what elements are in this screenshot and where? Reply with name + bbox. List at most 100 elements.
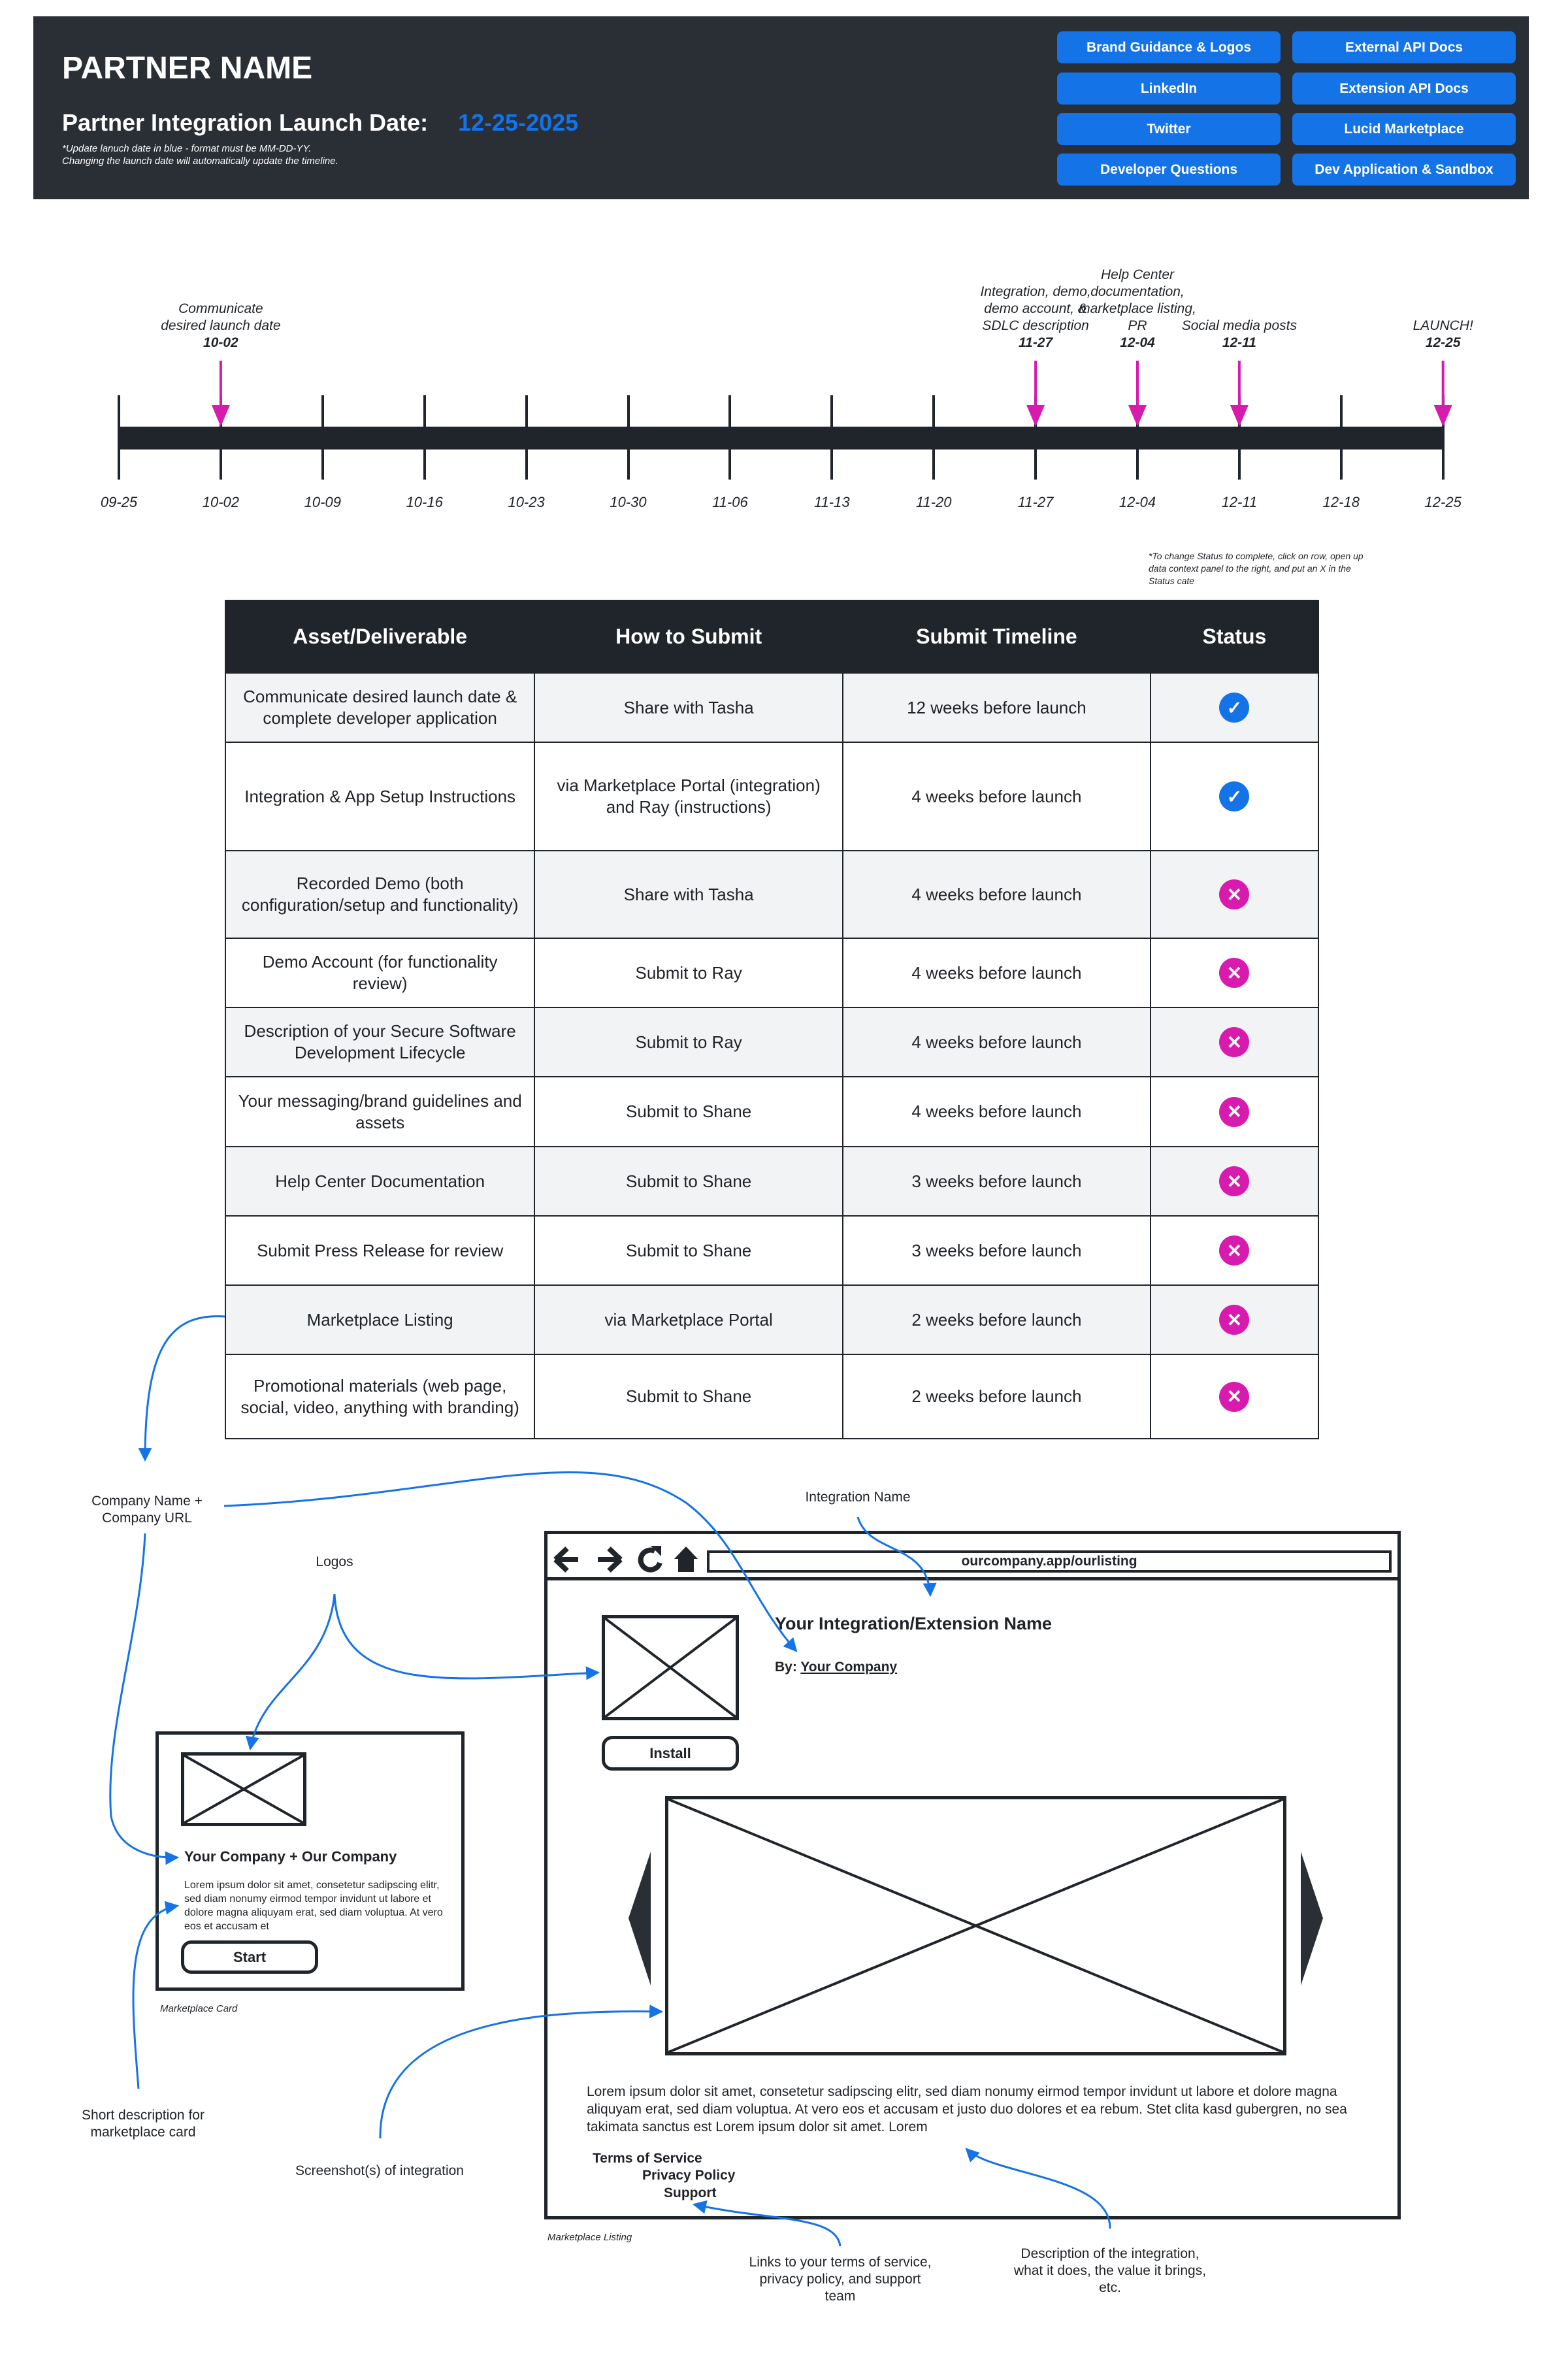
- cell-asset: Help Center Documentation: [224, 1146, 536, 1217]
- table-row[interactable]: Promotional materials (web page, social,…: [224, 1354, 1320, 1439]
- cell-timeline: 2 weeks before launch: [842, 1284, 1151, 1355]
- launch-note-1: *Update lanuch date in blue - format mus…: [62, 143, 312, 154]
- milestone-text: Communicate desired launch date: [161, 301, 281, 333]
- cell-how: Submit to Shane: [534, 1146, 843, 1217]
- milestone-arrow-icon: [1128, 361, 1147, 427]
- install-button[interactable]: Install: [602, 1736, 739, 1771]
- annotation-short-description: Short description for marketplace card: [82, 2108, 204, 2140]
- table-row[interactable]: Marketplace Listing via Marketplace Porta…: [224, 1284, 1320, 1355]
- listing-description: Lorem ipsum dolor sit amet, consetetur s…: [587, 2084, 1347, 2134]
- annotation-screenshots: Screenshot(s) of integration: [295, 2163, 464, 2178]
- cell-asset: Description of your Secure Software Deve…: [224, 1007, 536, 1077]
- cell-asset: Recorded Demo (both configuration/setup …: [224, 850, 536, 939]
- milestone-date: 12-04: [1120, 335, 1155, 350]
- x-circle-icon[interactable]: ✕: [1219, 1381, 1250, 1412]
- cell-how: Submit to Ray: [534, 1007, 843, 1077]
- table-row[interactable]: Your messaging/brand guidelines and asse…: [224, 1076, 1320, 1147]
- annotation-integration-name: Integration Name: [805, 1490, 911, 1505]
- x-circle-icon[interactable]: ✕: [1219, 1166, 1250, 1196]
- check-circle-icon[interactable]: ✓: [1219, 781, 1250, 811]
- timeline-tick: [830, 395, 834, 480]
- milestone-label: Help Center documentation, marketplace l…: [1075, 267, 1200, 352]
- cell-timeline: 12 weeks before launch: [842, 672, 1151, 743]
- launch-date-value[interactable]: 12-25-2025: [458, 109, 579, 136]
- cell-status[interactable]: ✕: [1149, 1007, 1320, 1077]
- table-row[interactable]: Description of your Secure Software Deve…: [224, 1007, 1320, 1077]
- linkedin-button[interactable]: LinkedIn: [1057, 73, 1281, 105]
- table-row[interactable]: Integration & App Setup Instructions via …: [224, 742, 1320, 851]
- support-link[interactable]: Support: [664, 2185, 717, 2200]
- timeline-tick: [1237, 395, 1241, 480]
- milestone-text: LAUNCH!: [1413, 318, 1473, 333]
- x-circle-icon[interactable]: ✕: [1219, 879, 1250, 909]
- extension-api-docs-button[interactable]: Extension API Docs: [1292, 73, 1516, 105]
- cell-status[interactable]: ✓: [1149, 672, 1320, 743]
- twitter-button[interactable]: Twitter: [1057, 113, 1281, 145]
- start-button[interactable]: Start: [181, 1940, 318, 1974]
- cell-status[interactable]: ✕: [1149, 938, 1320, 1008]
- timeline-tick: [1441, 395, 1445, 480]
- partner-name: PARTNER NAME: [62, 51, 313, 86]
- timeline-tick-label: 12-11: [1221, 494, 1258, 510]
- cell-status[interactable]: ✕: [1149, 1146, 1320, 1217]
- terms-of-service-link[interactable]: Terms of Service: [593, 2151, 702, 2166]
- timeline-tick-label: 10-16: [406, 494, 443, 510]
- table-row[interactable]: Help Center Documentation Submit to Shane…: [224, 1146, 1320, 1217]
- privacy-policy-link[interactable]: Privacy Policy: [642, 2168, 736, 2183]
- x-circle-icon[interactable]: ✕: [1219, 1305, 1250, 1335]
- milestone-text: Help Center documentation, marketplace l…: [1079, 267, 1196, 333]
- timeline-tick: [932, 395, 936, 480]
- cell-how: via Marketplace Portal: [534, 1284, 843, 1355]
- developer-questions-button[interactable]: Developer Questions: [1057, 154, 1281, 186]
- cell-status[interactable]: ✓: [1149, 742, 1320, 851]
- listing-caption: Marketplace Listing: [547, 2232, 632, 2243]
- timeline-tick-label: 11-20: [915, 494, 952, 510]
- milestone-date: 12-25: [1425, 335, 1461, 350]
- by-label: By:: [775, 1660, 797, 1675]
- cell-how: Submit to Shane: [534, 1354, 843, 1439]
- cell-asset: Marketplace Listing: [224, 1284, 536, 1355]
- cell-timeline: 4 weeks before launch: [842, 1007, 1151, 1077]
- lucid-marketplace-button[interactable]: Lucid Marketplace: [1292, 113, 1516, 145]
- back-arrow-icon[interactable]: [553, 1546, 578, 1573]
- timeline-tick-label: 10-09: [304, 494, 341, 510]
- timeline-tick: [1136, 395, 1139, 480]
- dev-application-sandbox-button[interactable]: Dev Application & Sandbox: [1292, 154, 1516, 186]
- x-circle-icon[interactable]: ✕: [1219, 1096, 1250, 1127]
- cell-asset: Promotional materials (web page, social,…: [224, 1354, 536, 1439]
- x-circle-icon[interactable]: ✕: [1219, 1235, 1250, 1266]
- cell-status[interactable]: ✕: [1149, 1076, 1320, 1147]
- cell-status[interactable]: ✕: [1149, 1354, 1320, 1439]
- table-row[interactable]: Demo Account (for functionality review) S…: [224, 938, 1320, 1008]
- timeline-tick: [118, 395, 120, 480]
- external-api-docs-button[interactable]: External API Docs: [1292, 31, 1516, 63]
- table-row[interactable]: Submit Press Release for review Submit to…: [224, 1215, 1320, 1286]
- url-bar[interactable]: ourcompany.app/ourlisting: [707, 1550, 1392, 1573]
- table-row[interactable]: Communicate desired launch date & comple…: [224, 672, 1320, 743]
- forward-arrow-icon[interactable]: [598, 1546, 623, 1573]
- cell-asset: Integration & App Setup Instructions: [224, 742, 536, 851]
- carousel-prev-icon[interactable]: [626, 1852, 653, 1986]
- x-circle-icon[interactable]: ✕: [1219, 958, 1250, 988]
- table-row[interactable]: Recorded Demo (both configuration/setup …: [224, 850, 1320, 939]
- milestone-date: 11-27: [1019, 335, 1053, 350]
- cell-status[interactable]: ✕: [1149, 1215, 1320, 1286]
- home-icon[interactable]: [674, 1546, 698, 1572]
- integration-title: Your Integration/Extension Name: [775, 1614, 1053, 1633]
- cell-how: via Marketplace Portal (integration) and…: [534, 742, 843, 851]
- check-circle-icon[interactable]: ✓: [1219, 693, 1250, 723]
- company-link[interactable]: Your Company: [800, 1660, 898, 1675]
- cell-asset: Communicate desired launch date & comple…: [224, 672, 536, 743]
- timeline-tick-label: 09-25: [100, 494, 138, 510]
- refresh-icon[interactable]: [638, 1546, 662, 1573]
- carousel-next-icon[interactable]: [1298, 1852, 1326, 1986]
- brand-guidance-button[interactable]: Brand Guidance & Logos: [1057, 31, 1281, 63]
- timeline-tick: [1034, 395, 1037, 480]
- cell-status[interactable]: ✕: [1149, 1284, 1320, 1355]
- milestone-arrow-icon: [1026, 361, 1045, 427]
- x-circle-icon[interactable]: ✕: [1219, 1027, 1250, 1057]
- timeline-tick-label: 11-06: [712, 494, 748, 510]
- cell-status[interactable]: ✕: [1149, 850, 1320, 939]
- deliverables-table: Asset/Deliverable How to Submit Submit Tim…: [224, 600, 1320, 1439]
- timeline-bar: [119, 427, 1445, 450]
